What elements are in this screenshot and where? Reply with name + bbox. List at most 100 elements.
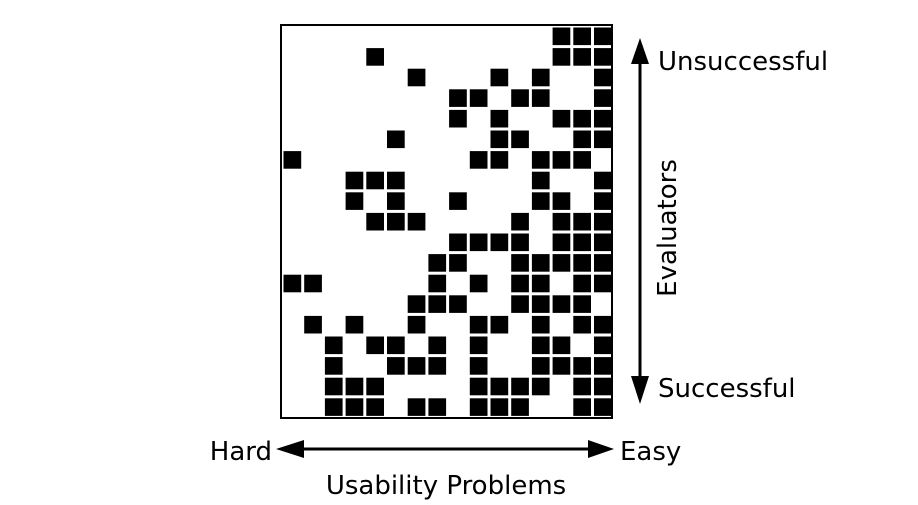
matrix-cell (594, 109, 612, 128)
matrix-cell (552, 27, 571, 46)
matrix-cell (428, 357, 447, 375)
matrix-cell (511, 130, 529, 149)
matrix-cell (428, 295, 447, 313)
matrix-cell (511, 398, 529, 416)
matrix-cell (511, 233, 529, 252)
matrix-cell (428, 274, 447, 293)
matrix-cell (531, 315, 550, 334)
matrix-cell (531, 192, 550, 210)
matrix-cell (428, 398, 447, 416)
matrix-cell (490, 233, 509, 252)
matrix-cell (511, 274, 529, 293)
matrix-cell (511, 89, 529, 107)
matrix-cell (345, 171, 364, 190)
matrix-cell (490, 398, 509, 416)
matrix-cell (531, 295, 550, 313)
matrix-cell (387, 357, 405, 375)
matrix-cell (531, 357, 550, 375)
matrix-cell (490, 377, 509, 396)
matrix-cell (573, 151, 591, 169)
matrix-cell (531, 254, 550, 272)
matrix-cell (594, 192, 612, 210)
arrowhead-up-icon (631, 38, 649, 64)
label-usability-problems: Usability Problems (326, 471, 566, 501)
matrix-cells (283, 27, 612, 416)
matrix-cell (449, 89, 467, 107)
matrix-cell (469, 336, 488, 355)
matrix-cell (573, 398, 591, 416)
matrix-cell (387, 171, 405, 190)
matrix-cell (490, 315, 509, 334)
matrix-cell (594, 212, 612, 231)
matrix-cell (407, 357, 426, 375)
matrix-cell (511, 377, 529, 396)
matrix-cell (573, 254, 591, 272)
matrix-cell (490, 151, 509, 169)
arrowhead-down-icon (631, 376, 649, 404)
matrix-cell (594, 274, 612, 293)
matrix-cell (324, 377, 343, 396)
matrix-cell (449, 109, 467, 128)
matrix-cell (552, 212, 571, 231)
label-easy: Easy (620, 437, 681, 467)
matrix-cell (407, 398, 426, 416)
matrix-cell (469, 274, 488, 293)
matrix-cell (552, 151, 571, 169)
matrix-cell (552, 192, 571, 210)
matrix-cell (407, 315, 426, 334)
matrix-cell (490, 109, 509, 128)
matrix-cell (366, 377, 384, 396)
matrix-cell (531, 151, 550, 169)
matrix-cell (552, 109, 571, 128)
matrix-cell (594, 233, 612, 252)
matrix-cell (531, 377, 550, 396)
matrix-cell (573, 109, 591, 128)
matrix-cell (594, 254, 612, 272)
matrix-cell (552, 336, 571, 355)
matrix-cell (594, 89, 612, 107)
matrix-cell (594, 171, 612, 190)
matrix-cell (345, 377, 364, 396)
matrix-cell (407, 212, 426, 231)
matrix-cell (531, 68, 550, 87)
matrix-cell (573, 377, 591, 396)
matrix-cell (594, 398, 612, 416)
matrix-cell (366, 48, 384, 66)
matrix-cell (594, 68, 612, 87)
label-hard: Hard (210, 437, 272, 467)
matrix-cell (366, 336, 384, 355)
matrix-cell (573, 27, 591, 46)
matrix-cell (449, 254, 467, 272)
matrix-cell (573, 295, 591, 313)
matrix-cell (366, 171, 384, 190)
matrix-cell (387, 336, 405, 355)
matrix-cell (531, 171, 550, 190)
evaluators-axis-arrow (631, 38, 649, 404)
matrix-cell (345, 315, 364, 334)
matrix-cell (573, 315, 591, 334)
matrix-cell (511, 212, 529, 231)
matrix-cell (511, 295, 529, 313)
matrix-cell (469, 151, 488, 169)
matrix-frame (280, 24, 613, 419)
label-evaluators: Evaluators (653, 159, 683, 297)
matrix-cell (469, 398, 488, 416)
matrix-cell (594, 27, 612, 46)
matrix-cell (304, 274, 322, 293)
matrix-cell (552, 48, 571, 66)
matrix-cell (428, 254, 447, 272)
matrix-cell (387, 130, 405, 149)
matrix-cell (345, 192, 364, 210)
matrix-cell (304, 315, 322, 334)
matrix-cell (594, 48, 612, 66)
matrix-cell (324, 398, 343, 416)
matrix-cell (469, 233, 488, 252)
matrix-cell (324, 357, 343, 375)
matrix-cell (594, 377, 612, 396)
matrix-cell (407, 68, 426, 87)
matrix-cell (552, 233, 571, 252)
matrix-cell (573, 48, 591, 66)
matrix-cell (469, 89, 488, 107)
matrix-cell (345, 398, 364, 416)
